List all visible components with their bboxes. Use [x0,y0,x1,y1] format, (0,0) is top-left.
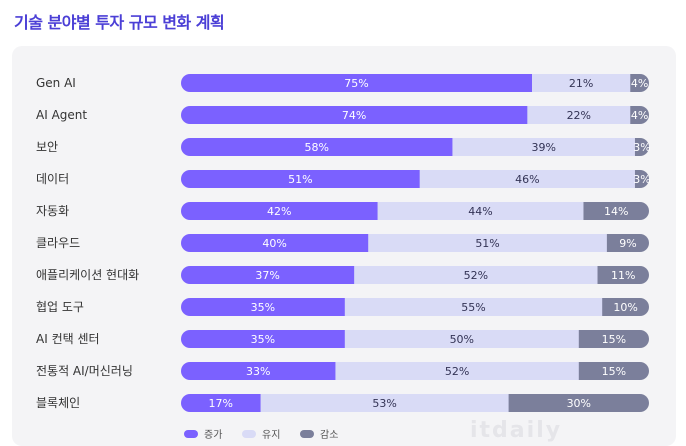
data-label-유지-5: 51% [475,237,499,250]
bar-segment-유지-2 [452,138,636,156]
bar-segment-유지-6 [354,266,599,284]
bar-row-5 [181,234,649,252]
bar-segment-증가-4 [181,202,379,220]
bar-row-8 [181,330,649,348]
bar-segment-유지-5 [368,234,608,252]
legend-label-1: 유지 [262,429,280,440]
category-label-1: AI Agent [36,108,87,122]
bar-row-7 [181,298,649,316]
data-label-감소-1: 4% [631,109,648,122]
data-label-유지-0: 21% [569,77,593,90]
data-label-유지-6: 52% [464,269,488,282]
bar-segment-감소-9 [578,362,649,380]
bar-segment-유지-0 [532,74,631,92]
data-label-증가-4: 42% [267,205,291,218]
category-label-4: 자동화 [36,204,69,218]
category-label-8: AI 컨택 센터 [36,332,100,346]
data-label-유지-2: 39% [531,141,555,154]
data-label-감소-7: 10% [613,301,637,314]
bar-row-4 [181,202,649,220]
data-label-유지-1: 22% [567,109,591,122]
category-label-2: 보안 [36,140,58,154]
bar-segment-증가-9 [181,362,336,380]
data-label-증가-1: 74% [342,109,366,122]
data-label-감소-6: 11% [611,269,635,282]
data-label-유지-10: 53% [372,397,396,410]
category-label-7: 협업 도구 [36,300,84,314]
bar-segment-감소-4 [583,202,649,220]
bar-segment-유지-4 [377,202,584,220]
bar-row-10 [181,394,649,412]
data-label-감소-5: 9% [619,237,636,250]
data-label-증가-8: 35% [251,333,275,346]
bar-segment-감소-10 [508,394,649,412]
bar-segment-증가-1 [181,106,528,124]
data-label-증가-7: 35% [251,301,275,314]
bar-segment-유지-3 [419,170,636,188]
data-label-감소-10: 30% [567,397,591,410]
data-label-유지-3: 46% [515,173,539,186]
bar-segment-감소-3 [634,170,649,188]
data-label-유지-8: 50% [450,333,474,346]
bar-row-3 [181,170,649,188]
data-label-감소-8: 15% [602,333,626,346]
bar-row-0 [181,74,649,92]
category-label-5: 클라우드 [36,236,80,250]
data-label-유지-9: 52% [445,365,469,378]
category-label-10: 블록체인 [36,396,80,410]
bar-segment-증가-8 [181,330,346,348]
legend-label-2: 감소 [320,429,338,440]
bar-row-6 [181,266,649,284]
bar-segment-감소-0 [630,74,649,92]
bar-segment-감소-6 [597,266,649,284]
data-label-증가-9: 33% [246,365,270,378]
data-label-감소-2: 3% [633,141,650,154]
data-label-증가-2: 58% [304,141,328,154]
category-label-0: Gen AI [36,76,76,90]
data-label-감소-9: 15% [602,365,626,378]
bar-segment-감소-2 [634,138,649,156]
bar-segment-유지-9 [335,362,580,380]
data-label-유지-7: 55% [461,301,485,314]
data-label-감소-0: 4% [631,77,648,90]
bar-segment-유지-8 [344,330,580,348]
bar-segment-유지-7 [344,298,603,316]
bar-segment-감소-1 [630,106,649,124]
bar-segment-증가-7 [181,298,346,316]
bar-segment-증가-3 [181,170,421,188]
bar-segment-유지-10 [260,394,510,412]
data-label-증가-6: 37% [255,269,279,282]
category-label-9: 전통적 AI/머신러닝 [36,364,133,378]
legend-swatch-1 [242,430,256,438]
bar-row-2 [181,138,649,156]
bar-segment-증가-5 [181,234,369,252]
data-label-감소-3: 3% [633,173,650,186]
bar-segment-증가-0 [181,74,533,92]
data-label-감소-4: 14% [604,205,628,218]
category-label-6: 애플리케이션 현대화 [36,268,139,282]
bar-segment-감소-5 [606,234,649,252]
legend-swatch-0 [184,430,198,438]
legend-swatch-2 [300,430,314,438]
data-label-증가-0: 75% [344,77,368,90]
bar-segment-유지-1 [527,106,631,124]
data-label-유지-4: 44% [468,205,492,218]
bar-row-1 [181,106,649,124]
data-label-증가-10: 17% [209,397,233,410]
data-label-증가-3: 51% [288,173,312,186]
bar-segment-감소-8 [578,330,649,348]
legend-label-0: 증가 [204,429,222,440]
watermark-logo: itdaily [470,418,563,443]
data-label-증가-5: 40% [262,237,286,250]
bar-segment-증가-6 [181,266,355,284]
bar-segment-감소-7 [602,298,649,316]
bar-row-9 [181,362,649,380]
chart-title: 기술 분야별 투자 규모 변화 계획 [14,13,225,32]
category-label-3: 데이터 [36,172,69,186]
bar-segment-증가-2 [181,138,453,156]
bar-segment-증가-10 [181,394,262,412]
